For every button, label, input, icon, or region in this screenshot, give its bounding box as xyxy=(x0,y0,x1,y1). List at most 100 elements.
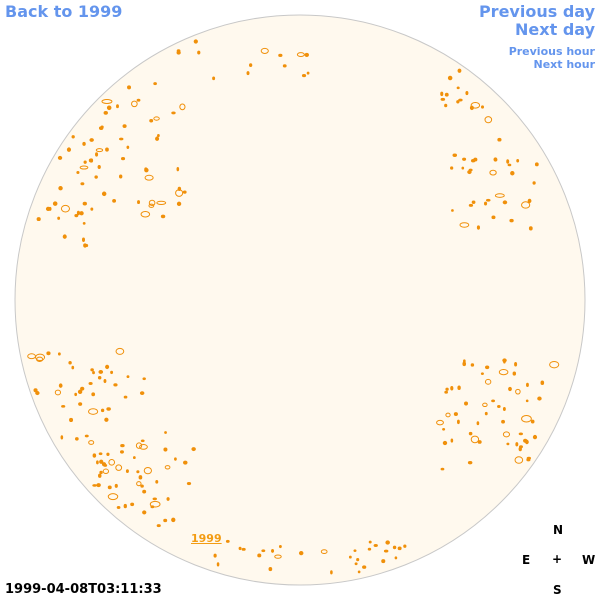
contour xyxy=(149,500,161,508)
contour xyxy=(89,158,94,163)
contour xyxy=(468,203,474,207)
contour xyxy=(96,483,101,488)
contour xyxy=(385,540,390,545)
contour xyxy=(532,434,538,440)
contour xyxy=(79,211,84,216)
contour xyxy=(62,234,67,239)
contour xyxy=(89,138,94,142)
contour xyxy=(107,485,112,490)
contour xyxy=(480,372,484,376)
timestamp: 1999-04-08T03:11:33 xyxy=(5,582,162,597)
contour xyxy=(99,470,103,475)
contour xyxy=(521,201,531,209)
contour xyxy=(103,378,107,384)
contour xyxy=(90,368,94,372)
contour xyxy=(241,547,246,551)
compass-south: S xyxy=(553,583,562,597)
contour xyxy=(126,375,130,379)
contour xyxy=(116,104,119,109)
contour xyxy=(120,444,125,448)
contour xyxy=(298,550,304,556)
previous-day-link[interactable]: Previous day xyxy=(478,2,595,21)
next-hour-link[interactable]: Next hour xyxy=(533,58,596,71)
contour xyxy=(357,570,361,574)
contour xyxy=(278,544,282,549)
contour xyxy=(150,505,155,509)
contour xyxy=(458,98,463,102)
previous-hour-link[interactable]: Previous hour xyxy=(508,45,595,58)
contour xyxy=(503,359,506,364)
contour xyxy=(238,546,242,551)
contour xyxy=(501,419,505,424)
contour xyxy=(183,460,188,465)
contour xyxy=(127,85,132,90)
contour xyxy=(52,201,58,206)
contour xyxy=(512,371,517,376)
contour xyxy=(510,170,515,176)
contour xyxy=(122,124,127,128)
contour xyxy=(99,459,104,464)
contour xyxy=(485,198,491,202)
contour xyxy=(485,365,490,370)
contour xyxy=(193,39,198,44)
contour xyxy=(136,481,142,487)
contour xyxy=(453,412,458,416)
year-link[interactable]: 1999 xyxy=(191,532,222,545)
contour xyxy=(481,105,485,109)
contour xyxy=(113,383,118,387)
solar-disk xyxy=(14,14,586,586)
contour xyxy=(502,431,511,438)
contour xyxy=(95,148,104,153)
next-day-link[interactable]: Next day xyxy=(515,20,595,39)
contour xyxy=(246,71,250,76)
contour xyxy=(143,466,152,475)
contour xyxy=(440,467,445,471)
contour xyxy=(92,484,97,487)
back-link[interactable]: Back to 1999 xyxy=(5,2,123,21)
contour xyxy=(132,456,136,460)
contour xyxy=(152,497,157,501)
contour xyxy=(98,126,104,130)
contour xyxy=(131,100,138,108)
contour xyxy=(95,152,99,157)
contour xyxy=(471,200,476,204)
contour xyxy=(163,447,168,452)
contour xyxy=(440,97,446,101)
contour xyxy=(397,546,402,551)
contour xyxy=(179,103,186,111)
contour xyxy=(94,175,98,179)
contour xyxy=(88,440,95,445)
contour xyxy=(35,353,46,362)
contour xyxy=(88,408,99,415)
contour xyxy=(82,201,87,206)
contour xyxy=(74,214,79,218)
contour xyxy=(526,382,529,388)
contour xyxy=(33,388,38,393)
contour xyxy=(142,377,146,381)
contour xyxy=(100,408,105,413)
contour xyxy=(90,207,94,211)
contour xyxy=(81,237,86,243)
contour xyxy=(362,565,367,569)
contour xyxy=(353,549,357,552)
contour xyxy=(436,419,444,426)
contour xyxy=(450,385,454,391)
contour xyxy=(156,524,161,528)
contour xyxy=(176,166,180,172)
contour xyxy=(515,388,521,395)
contour xyxy=(106,452,110,456)
contour xyxy=(373,543,378,547)
contour xyxy=(144,174,154,181)
contour xyxy=(456,100,460,104)
contour xyxy=(66,147,72,152)
contour xyxy=(381,559,386,564)
contour xyxy=(450,166,454,170)
contour xyxy=(476,225,480,230)
contour xyxy=(392,545,397,550)
contour xyxy=(518,432,523,436)
contour xyxy=(101,191,107,197)
contour xyxy=(506,159,510,164)
contour xyxy=(306,71,310,75)
contour xyxy=(216,562,220,567)
